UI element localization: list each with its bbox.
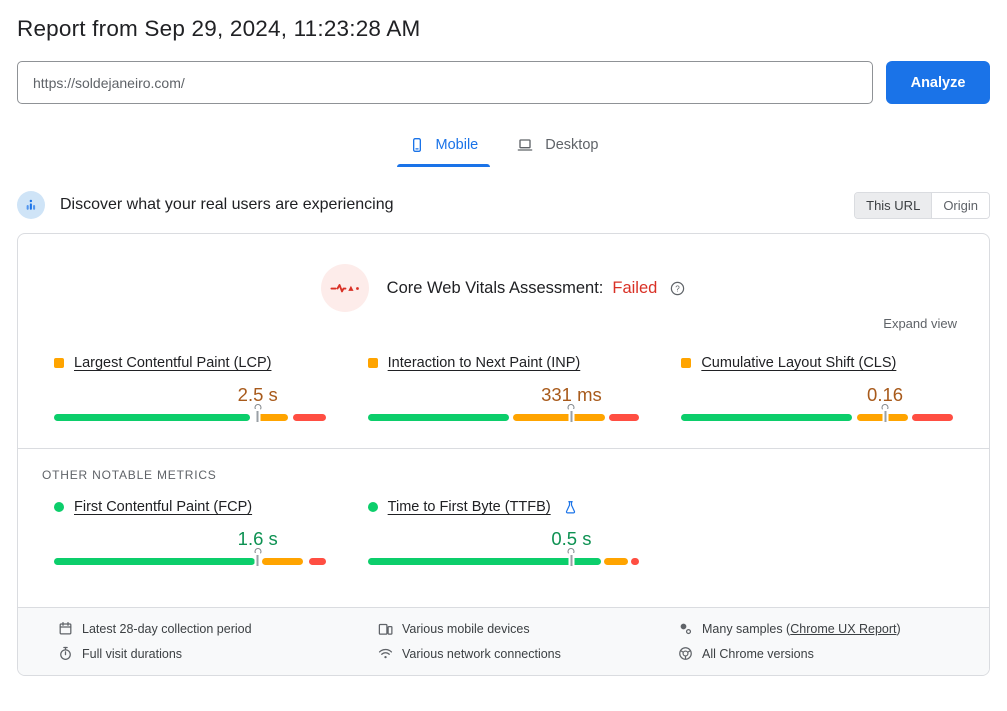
metric-distribution-bar xyxy=(367,548,640,566)
metric-inp: Interaction to Next Paint (INP) 331 ms xyxy=(367,355,640,422)
devices-icon xyxy=(378,621,393,636)
samples-prefix: Many samples ( xyxy=(702,621,791,636)
url-bar: Analyze xyxy=(17,61,990,104)
core-metrics-row: Largest Contentful Paint (LCP) 2.5 s Int… xyxy=(18,331,989,422)
experimental-flask-icon xyxy=(563,500,578,515)
tab-desktop[interactable]: Desktop xyxy=(504,127,610,167)
devices-label: Various mobile devices xyxy=(402,621,530,636)
metric-distribution-bar xyxy=(54,548,326,566)
page-title: Report from Sep 29, 2024, 11:23:28 AM xyxy=(17,16,421,41)
metric-value-ttfb: 0.5 s xyxy=(551,528,592,549)
metric-bullet xyxy=(367,358,378,368)
samples-label: Many samples (Chrome UX Report) xyxy=(702,622,901,636)
samples-item: Many samples (Chrome UX Report) xyxy=(678,621,965,636)
field-data-heading: Discover what your real users are experi… xyxy=(60,196,394,213)
collection-period-label: Latest 28-day collection period xyxy=(82,621,252,636)
scope-toggle: This URL Origin xyxy=(854,191,990,219)
metric-value-lcp: 2.5 s xyxy=(237,384,278,405)
field-data-header: Discover what your real users are experi… xyxy=(17,191,990,219)
metric-link-ttfb[interactable]: Time to First Byte (TTFB) xyxy=(387,499,551,515)
tab-mobile[interactable]: Mobile xyxy=(396,127,491,167)
visit-durations-label: Full visit durations xyxy=(82,646,183,661)
desktop-laptop-icon xyxy=(516,137,534,153)
collection-period-item: Latest 28-day collection period xyxy=(58,621,378,636)
metric-link-fcp[interactable]: First Contentful Paint (FCP) xyxy=(74,499,253,515)
other-metrics-row: First Contentful Paint (FCP) 1.6 s Time … xyxy=(18,482,989,566)
samples-icon xyxy=(678,621,693,636)
metric-distribution-bar xyxy=(367,404,640,422)
metric-ttfb: Time to First Byte (TTFB) 0.5 s xyxy=(367,499,640,566)
other-metrics-label: OTHER NOTABLE METRICS xyxy=(42,468,217,482)
chrome-versions-label: All Chrome versions xyxy=(702,646,814,661)
svg-text:?: ? xyxy=(676,284,681,293)
tab-mobile-label: Mobile xyxy=(435,137,479,153)
assessment-text: Core Web Vitals Assessment: Failed ? xyxy=(387,279,687,298)
devices-item: Various mobile devices xyxy=(378,621,678,636)
chrome-versions-item: All Chrome versions xyxy=(678,646,965,661)
mobile-phone-icon xyxy=(409,137,425,153)
metric-distribution-bar xyxy=(681,404,953,422)
device-tabs: Mobile Desktop xyxy=(17,127,990,167)
url-input[interactable] xyxy=(17,61,873,104)
section-divider xyxy=(18,448,989,449)
metric-bullet xyxy=(367,502,378,512)
metric-link-cls[interactable]: Cumulative Layout Shift (CLS) xyxy=(701,355,897,371)
metric-cls: Cumulative Layout Shift (CLS) 0.16 xyxy=(681,355,953,422)
metric-bullet xyxy=(681,358,692,368)
cwv-assessment: Core Web Vitals Assessment: Failed ? xyxy=(18,234,989,312)
calendar-icon xyxy=(58,621,73,636)
metric-value-fcp: 1.6 s xyxy=(237,528,278,549)
metric-fcp: First Contentful Paint (FCP) 1.6 s xyxy=(54,499,326,566)
metric-bullet xyxy=(54,358,64,368)
visit-durations-item: Full visit durations xyxy=(58,646,378,661)
metric-bullet xyxy=(54,502,64,512)
metric-empty-slot xyxy=(681,499,953,565)
connections-label: Various network connections xyxy=(402,646,561,661)
field-data-card: Core Web Vitals Assessment: Failed ? Exp… xyxy=(17,233,990,676)
help-icon[interactable]: ? xyxy=(669,280,686,297)
crux-report-link[interactable]: Chrome UX Report xyxy=(790,621,897,636)
data-collection-footer: Latest 28-day collection period Full vis… xyxy=(18,607,989,675)
scope-origin[interactable]: Origin xyxy=(932,192,989,218)
assessment-label: Core Web Vitals Assessment: xyxy=(386,278,604,297)
metric-link-lcp[interactable]: Largest Contentful Paint (LCP) xyxy=(74,355,272,371)
metric-link-inp[interactable]: Interaction to Next Paint (INP) xyxy=(387,355,581,371)
scope-this-url[interactable]: This URL xyxy=(855,192,933,218)
samples-suffix: ) xyxy=(896,621,901,636)
metric-value-inp: 331 ms xyxy=(541,384,602,405)
metric-lcp: Largest Contentful Paint (LCP) 2.5 s xyxy=(54,355,326,422)
metric-value-cls: 0.16 xyxy=(867,384,904,405)
analyze-button[interactable]: Analyze xyxy=(886,61,990,104)
real-users-chart-icon xyxy=(17,191,45,219)
expand-view-button[interactable]: Expand view xyxy=(883,316,957,331)
metric-distribution-bar xyxy=(54,404,326,422)
connections-item: Various network connections xyxy=(378,646,678,661)
assessment-result: Failed xyxy=(612,278,658,297)
pulse-icon xyxy=(320,264,369,312)
chrome-icon xyxy=(678,646,693,661)
network-icon xyxy=(378,646,393,661)
stopwatch-icon xyxy=(58,646,73,661)
tab-desktop-label: Desktop xyxy=(545,137,599,153)
